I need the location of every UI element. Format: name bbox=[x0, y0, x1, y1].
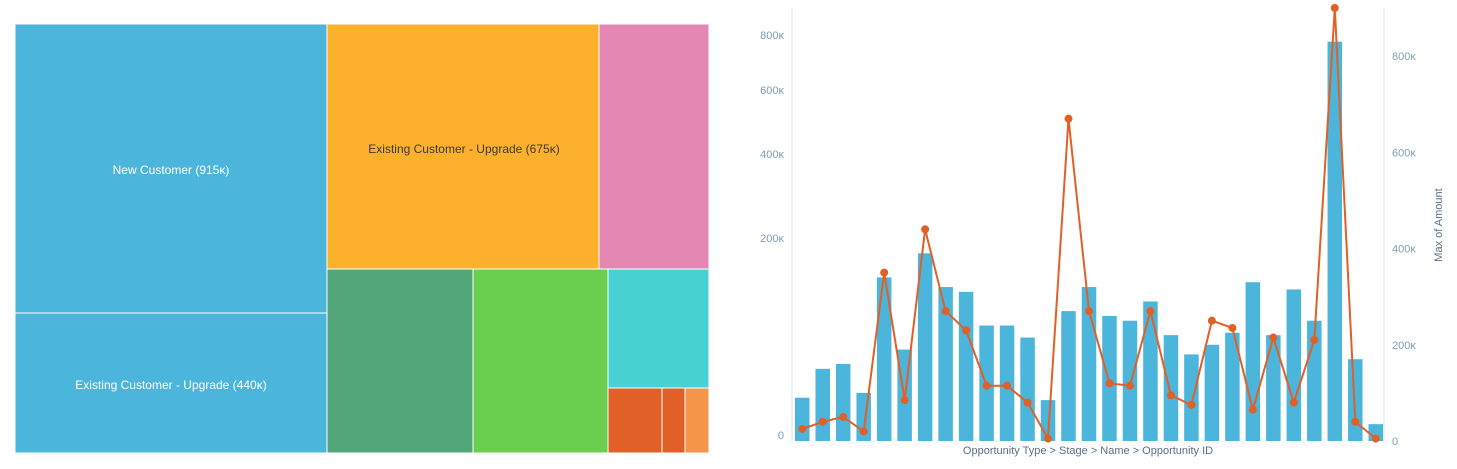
treemap-tile-2[interactable] bbox=[326, 23, 600, 270]
bar-24[interactable] bbox=[1286, 289, 1302, 441]
line-point-17[interactable] bbox=[1146, 307, 1155, 316]
bar-4[interactable] bbox=[876, 277, 892, 441]
line-point-23[interactable] bbox=[1269, 333, 1278, 342]
line-point-12[interactable] bbox=[1044, 434, 1053, 443]
line-point-22[interactable] bbox=[1248, 405, 1257, 414]
left-tick-600k: 600ĸ bbox=[760, 85, 784, 97]
bar-19[interactable] bbox=[1184, 354, 1199, 441]
bar-0[interactable] bbox=[794, 397, 810, 441]
line-point-21[interactable] bbox=[1228, 323, 1237, 332]
treemap-tile-1[interactable] bbox=[14, 312, 328, 454]
line-point-4[interactable] bbox=[880, 268, 889, 277]
bar-27[interactable] bbox=[1348, 359, 1363, 441]
line-point-18[interactable] bbox=[1166, 391, 1175, 400]
line-point-27[interactable] bbox=[1351, 417, 1360, 426]
bar-21[interactable] bbox=[1225, 332, 1240, 441]
bar-6[interactable] bbox=[917, 253, 933, 441]
line-point-0[interactable] bbox=[798, 424, 807, 433]
right-tick-0: 0 bbox=[1392, 436, 1398, 448]
right-axis-ticks: 0 200ĸ 400ĸ 600ĸ 800ĸ bbox=[1392, 51, 1416, 448]
treemap-chart: New Customer (915ĸ) Existing Customer - … bbox=[14, 23, 710, 454]
line-point-11[interactable] bbox=[1023, 398, 1032, 407]
tile-label-upgrade-675: Existing Customer - Upgrade (675ĸ) bbox=[368, 142, 559, 156]
line-point-28[interactable] bbox=[1371, 434, 1380, 443]
line-point-24[interactable] bbox=[1289, 398, 1298, 407]
bar-13[interactable] bbox=[1061, 311, 1076, 441]
left-axis-ticks: 0 200ĸ 400ĸ 600ĸ 800ĸ bbox=[760, 30, 784, 442]
treemap-tile-7[interactable] bbox=[607, 387, 663, 454]
line-point-8[interactable] bbox=[962, 326, 971, 335]
line-point-9[interactable] bbox=[982, 381, 991, 390]
treemap-tile-5[interactable] bbox=[472, 268, 609, 454]
bar-1[interactable] bbox=[815, 368, 830, 441]
left-tick-800k: 800ĸ bbox=[760, 30, 784, 42]
right-tick-2: 400ĸ bbox=[1392, 244, 1416, 256]
treemap-tile-9[interactable] bbox=[684, 387, 710, 454]
left-tick-200k: 200ĸ bbox=[760, 233, 784, 245]
tile-label-upgrade-440: Existing Customer - Upgrade (440ĸ) bbox=[75, 378, 266, 392]
treemap-tile-3[interactable] bbox=[598, 23, 710, 270]
bar-8[interactable] bbox=[958, 291, 974, 441]
line-point-20[interactable] bbox=[1207, 316, 1216, 325]
line-point-15[interactable] bbox=[1105, 379, 1114, 388]
line-point-14[interactable] bbox=[1085, 307, 1093, 316]
bar-20[interactable] bbox=[1204, 344, 1220, 441]
line-point-19[interactable] bbox=[1187, 400, 1196, 409]
bar-11[interactable] bbox=[1020, 337, 1035, 441]
bar-series bbox=[794, 41, 1384, 442]
treemap-tile-0[interactable] bbox=[14, 23, 328, 314]
line-series bbox=[798, 4, 1380, 443]
line-point-1[interactable] bbox=[818, 417, 827, 426]
line-point-10[interactable] bbox=[1003, 381, 1012, 390]
bar-17[interactable] bbox=[1143, 301, 1158, 441]
line-point-2[interactable] bbox=[839, 412, 848, 421]
line-point-16[interactable] bbox=[1125, 381, 1134, 390]
line-point-3[interactable] bbox=[859, 427, 868, 436]
bar-15[interactable] bbox=[1102, 315, 1117, 441]
treemap-tiles bbox=[14, 23, 710, 454]
line-point-26[interactable] bbox=[1330, 4, 1339, 12]
bar-22[interactable] bbox=[1245, 282, 1261, 441]
left-tick-400k: 400ĸ bbox=[760, 149, 784, 161]
right-axis-title: Max of Amount bbox=[1433, 188, 1445, 261]
line-point-6[interactable] bbox=[921, 225, 930, 234]
right-tick-3: 600ĸ bbox=[1392, 147, 1416, 159]
bar-23[interactable] bbox=[1266, 335, 1281, 441]
line-point-5[interactable] bbox=[900, 396, 909, 405]
bar-16[interactable] bbox=[1122, 320, 1138, 441]
right-tick-1: 200ĸ bbox=[1392, 340, 1416, 352]
bar-18[interactable] bbox=[1163, 335, 1179, 441]
left-tick-0: 0 bbox=[778, 430, 784, 442]
treemap-tile-4[interactable] bbox=[326, 268, 474, 454]
tile-label-new-customer: New Customer (915ĸ) bbox=[113, 163, 230, 177]
line-point-25[interactable] bbox=[1310, 335, 1319, 344]
bar-26[interactable] bbox=[1327, 41, 1343, 442]
line-point-7[interactable] bbox=[941, 307, 950, 316]
bar-2[interactable] bbox=[835, 364, 851, 441]
x-axis-title: Opportunity Type > Stage > Name > Opport… bbox=[963, 445, 1213, 457]
right-tick-4: 800ĸ bbox=[1392, 51, 1416, 63]
bar-7[interactable] bbox=[938, 287, 953, 441]
line-point-13[interactable] bbox=[1064, 114, 1073, 123]
